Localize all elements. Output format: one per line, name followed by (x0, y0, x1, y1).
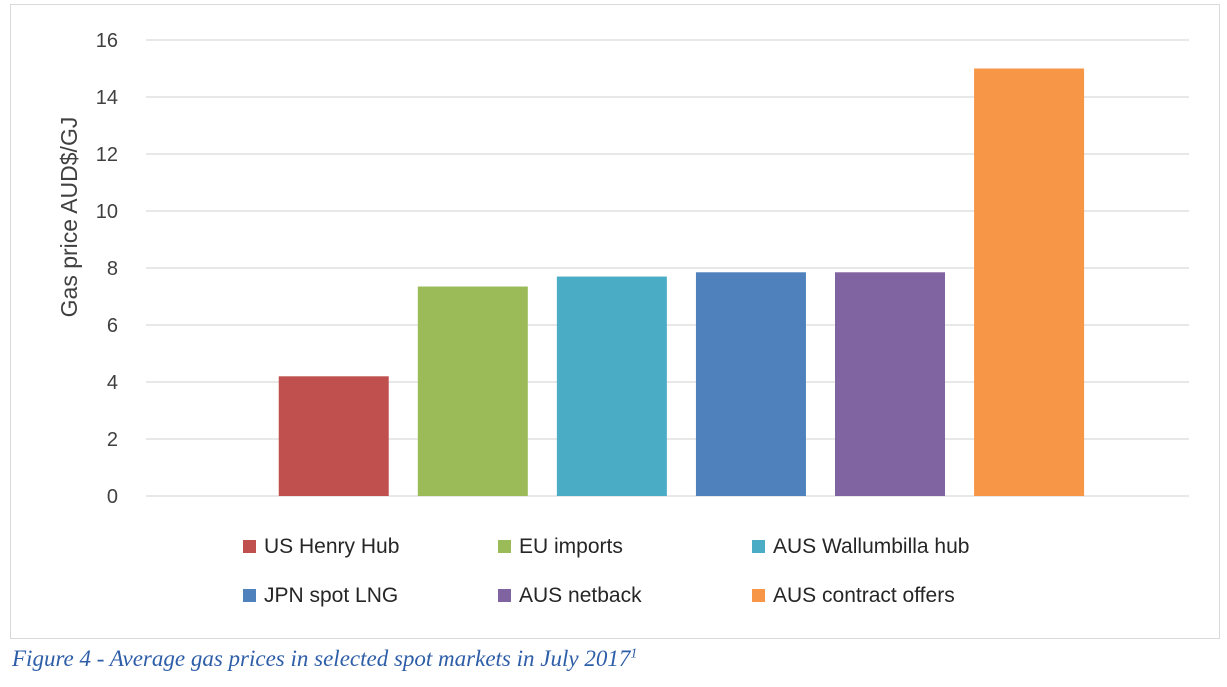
legend-swatch-aus-wallumbilla-hub (752, 540, 765, 553)
y-axis-ticks: 0 2 4 6 8 10 12 14 16 (96, 30, 118, 508)
legend-swatch-aus-netback (498, 589, 511, 602)
y-tick-label-16: 16 (96, 30, 118, 52)
bar-jpn-spot-lng (695, 272, 806, 496)
y-tick-label-10: 10 (96, 201, 118, 223)
y-tick-label-14: 14 (96, 87, 118, 109)
y-tick-label-6: 6 (107, 315, 118, 337)
bar-chart: 0 2 4 6 8 10 12 14 16 Gas price AUD$/GJ US Henry… (56, 30, 1189, 607)
legend-label-eu-imports: EU imports (519, 535, 623, 558)
legend-swatch-eu-imports (498, 540, 511, 553)
caption-footnote: 1 (630, 646, 638, 662)
bar-aus-wallumbilla-hub (556, 276, 667, 496)
y-tick-label-12: 12 (96, 144, 118, 166)
y-tick-label-8: 8 (107, 258, 118, 280)
legend: US Henry Hub EU imports AUS Wallumbilla hu… (243, 535, 969, 607)
legend-swatch-jpn-spot-lng (243, 589, 256, 602)
bar-eu-imports (417, 286, 528, 496)
bars (278, 68, 1085, 496)
legend-label-us-henry-hub: US Henry Hub (264, 535, 399, 558)
bar-aus-netback (835, 272, 946, 496)
legend-label-jpn-spot-lng: JPN spot LNG (264, 584, 398, 607)
legend-swatch-us-henry-hub (243, 540, 256, 553)
bar-us-henry-hub (278, 376, 389, 496)
legend-label-aus-contract-offers: AUS contract offers (773, 584, 955, 607)
chart-frame: 0 2 4 6 8 10 12 14 16 Gas price AUD$/GJ US Henry… (10, 4, 1220, 639)
y-tick-label-4: 4 (107, 372, 118, 394)
legend-swatch-aus-contract-offers (752, 589, 765, 602)
y-tick-label-0: 0 (107, 486, 118, 508)
figure-caption: Figure 4 - Average gas prices in selecte… (12, 646, 637, 672)
legend-label-aus-netback: AUS netback (519, 584, 642, 607)
caption-text: Figure 4 - Average gas prices in selecte… (12, 646, 631, 671)
y-axis-title: Gas price AUD$/GJ (56, 117, 82, 318)
legend-label-aus-wallumbilla-hub: AUS Wallumbilla hub (773, 535, 969, 558)
bar-aus-contract-offers (974, 68, 1085, 496)
y-tick-label-2: 2 (107, 429, 118, 451)
